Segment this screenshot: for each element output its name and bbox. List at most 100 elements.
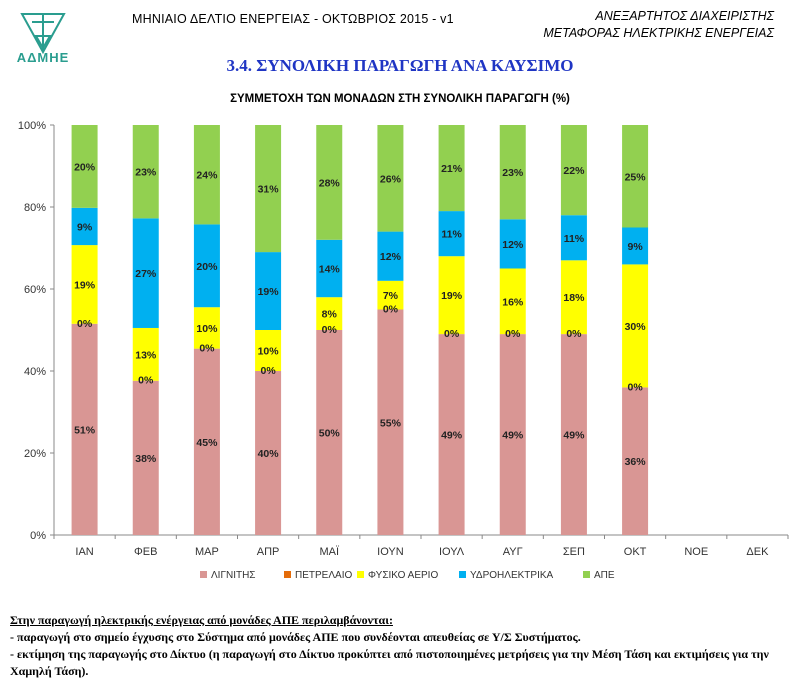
data-label: 40% bbox=[258, 448, 280, 460]
data-label: 19% bbox=[74, 279, 96, 291]
data-label: 30% bbox=[625, 321, 647, 333]
bar-segment bbox=[255, 330, 282, 371]
data-label: 36% bbox=[625, 456, 647, 468]
org-line-2: ΜΕΤΑΦΟΡΑΣ ΗΛΕΚΤΡΙΚΗΣ ΕΝΕΡΓΕΙΑΣ bbox=[543, 26, 774, 40]
bar-segment bbox=[622, 125, 649, 228]
data-label: 0% bbox=[138, 375, 154, 387]
legend-swatch bbox=[459, 571, 466, 578]
bar-segment bbox=[316, 125, 343, 240]
bar-segment bbox=[71, 207, 98, 246]
bar-segment bbox=[316, 239, 343, 298]
section-title: 3.4. ΣΥΝΟΛΙΚΗ ΠΑΡΑΓΩΓΗ ΑΝΑ ΚΑΥΣΙΜΟ bbox=[226, 56, 574, 75]
bar-segment bbox=[193, 307, 220, 349]
data-label: 28% bbox=[319, 177, 341, 189]
notes-item-2: - εκτίμηση της παραγωγής στο Δίκτυο (η π… bbox=[10, 647, 769, 678]
y-tick-label: 0% bbox=[30, 530, 46, 542]
data-label: 10% bbox=[196, 323, 218, 335]
x-tick-label: ΔΕΚ bbox=[746, 546, 769, 558]
data-label: 20% bbox=[74, 161, 96, 173]
x-tick-label: ΙΑΝ bbox=[75, 546, 93, 558]
data-label: 13% bbox=[135, 349, 157, 361]
data-label: 0% bbox=[627, 381, 643, 393]
bar-segment bbox=[560, 260, 587, 335]
x-tick-label: ΙΟΥΝ bbox=[377, 546, 404, 558]
x-tick-label: ΟΚΤ bbox=[624, 546, 647, 558]
data-label: 0% bbox=[199, 343, 215, 355]
y-tick-label: 80% bbox=[24, 202, 46, 214]
bar-segment bbox=[71, 245, 98, 324]
data-label: 51% bbox=[74, 424, 96, 436]
bar-segment bbox=[255, 125, 282, 253]
logo-text: ΑΔΜΗΕ bbox=[16, 50, 70, 65]
data-label: 16% bbox=[502, 296, 524, 308]
bar-segment bbox=[499, 125, 526, 220]
data-label: 38% bbox=[135, 453, 157, 465]
bar-segment bbox=[438, 256, 465, 335]
chart-title: ΣΥΜΜΕΤΟΧΗ ΤΩΝ ΜΟΝΑΔΩΝ ΣΤΗ ΣΥΝΟΛΙΚΗ ΠΑΡΑΓ… bbox=[230, 93, 570, 105]
data-label: 12% bbox=[380, 251, 402, 263]
data-label: 18% bbox=[563, 292, 585, 304]
bar-segment bbox=[622, 227, 649, 265]
x-tick-label: ΑΥΓ bbox=[503, 546, 523, 558]
legend-label: ΦΥΣΙΚΟ ΑΕΡΙΟ bbox=[368, 570, 438, 581]
data-label: 11% bbox=[564, 233, 585, 245]
bar-segment bbox=[316, 297, 343, 330]
legend-label: ΥΔΡΟΗΛΕΚΤΡΙΚΑ bbox=[470, 570, 554, 581]
notes-section: Στην παραγωγή ηλεκτρικής ενέργειας από μ… bbox=[10, 612, 795, 680]
data-label: 0% bbox=[505, 328, 521, 340]
y-tick-label: 20% bbox=[24, 448, 46, 460]
data-label: 9% bbox=[77, 221, 93, 233]
stacked-bar-chart: ΣΥΜΜΕΤΟΧΗ ΤΩΝ ΜΟΝΑΔΩΝ ΣΤΗ ΣΥΝΟΛΙΚΗ ΠΑΡΑΓ… bbox=[18, 93, 789, 581]
admie-logo bbox=[20, 13, 66, 55]
data-label: 0% bbox=[77, 318, 93, 330]
bar-segment bbox=[132, 380, 159, 535]
org-line-1: ΑΝΕΞΑΡΤΗΤΟΣ ΔΙΑΧΕΙΡΙΣΤΗΣ bbox=[595, 9, 774, 23]
data-label: 49% bbox=[563, 430, 585, 442]
legend-label: ΛΙΓΝΙΤΗΣ bbox=[211, 570, 255, 581]
data-label: 14% bbox=[319, 264, 341, 276]
legend-swatch bbox=[583, 571, 590, 578]
x-tick-label: ΦΕΒ bbox=[134, 546, 157, 558]
bulletin-title: ΜΗΝΙΑΙΟ ΔΕΛΤΙΟ ΕΝΕΡΓΕΙΑΣ - ΟΚΤΩΒΡΙΟΣ 201… bbox=[132, 12, 454, 26]
bar-segment bbox=[193, 348, 220, 535]
bar-segment bbox=[560, 125, 587, 216]
data-label: 12% bbox=[502, 239, 524, 251]
data-label: 21% bbox=[441, 163, 463, 175]
data-label: 26% bbox=[380, 173, 402, 185]
data-label: 8% bbox=[322, 309, 338, 321]
bar-segment bbox=[132, 327, 159, 381]
bar-segment bbox=[438, 125, 465, 212]
data-label: 22% bbox=[563, 165, 585, 177]
x-tick-label: ΝΟΕ bbox=[684, 546, 708, 558]
x-tick-label: ΜΑΡ bbox=[195, 546, 219, 558]
organization-name: ΑΝΕΞΑΡΤΗΤΟΣ ΔΙΑΧΕΙΡΙΣΤΗΣ ΜΕΤΑΦΟΡΑΣ ΗΛΕΚΤ… bbox=[543, 8, 774, 42]
data-label: 7% bbox=[383, 290, 399, 302]
data-label: 24% bbox=[196, 170, 218, 182]
bar-segment bbox=[560, 334, 587, 535]
bar-segment bbox=[377, 280, 404, 310]
legend-swatch bbox=[200, 571, 207, 578]
data-label: 0% bbox=[444, 328, 460, 340]
data-label: 0% bbox=[383, 304, 399, 316]
y-tick-label: 40% bbox=[24, 366, 46, 378]
bar-segment bbox=[255, 371, 282, 535]
data-label: 23% bbox=[502, 167, 524, 179]
bar-segment bbox=[499, 268, 526, 335]
bar-segment bbox=[622, 387, 649, 535]
data-label: 11% bbox=[441, 229, 462, 241]
bar-segment bbox=[377, 125, 404, 232]
legend-swatch bbox=[284, 571, 291, 578]
legend-swatch bbox=[357, 571, 364, 578]
bar-segment bbox=[438, 211, 465, 257]
data-label: 19% bbox=[258, 286, 280, 298]
x-tick-label: ΙΟΥΛ bbox=[439, 546, 465, 558]
notes-item-1: - παραγωγή στο σημείο έγχυσης στο Σύστημ… bbox=[10, 630, 581, 644]
data-label: 49% bbox=[441, 430, 463, 442]
bar-segment bbox=[132, 125, 159, 219]
bar-segment bbox=[499, 219, 526, 269]
data-label: 10% bbox=[258, 346, 280, 358]
data-label: 31% bbox=[258, 184, 280, 196]
bar-segment bbox=[193, 125, 220, 225]
data-label: 49% bbox=[502, 430, 524, 442]
data-label: 0% bbox=[260, 365, 276, 377]
